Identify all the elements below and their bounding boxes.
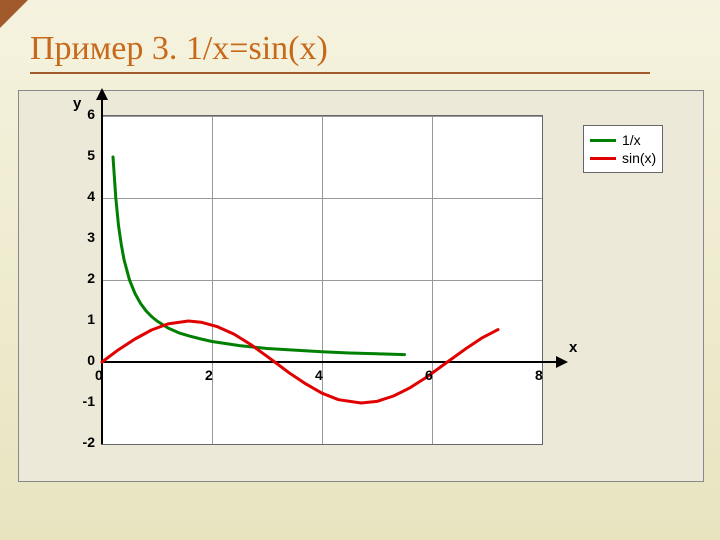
x-tick-label: 2 [205, 367, 213, 383]
x-tick-label: 0 [95, 367, 103, 383]
series-1/x [113, 157, 405, 355]
y-tick-label: 1 [71, 311, 95, 327]
x-axis-arrow-icon [556, 356, 568, 368]
x-tick-label: 4 [315, 367, 323, 383]
legend: 1/x sin(x) [583, 125, 663, 173]
corner-accent [0, 0, 28, 28]
legend-swatch [590, 139, 616, 142]
title-block: Пример 3. 1/x=sin(x) [30, 30, 680, 74]
legend-item: sin(x) [590, 150, 656, 166]
y-axis-arrow-icon [96, 88, 108, 100]
title-underline [30, 72, 650, 74]
y-tick-label: 4 [71, 188, 95, 204]
y-tick-label: 3 [71, 229, 95, 245]
legend-label: sin(x) [622, 150, 656, 166]
legend-label: 1/x [622, 132, 641, 148]
page-title: Пример 3. 1/x=sin(x) [30, 30, 680, 68]
x-axis-label: x [569, 339, 577, 356]
slide: Пример 3. 1/x=sin(x) y x 1/xsin(x) -2-10… [0, 0, 720, 540]
plot-area [101, 115, 543, 445]
y-tick-label: 2 [71, 270, 95, 286]
x-tick-label: 8 [535, 367, 543, 383]
y-tick-label: -1 [71, 393, 95, 409]
y-tick-label: 0 [71, 352, 95, 368]
series-sin(x) [102, 321, 498, 403]
legend-item: 1/x [590, 132, 656, 148]
legend-swatch [590, 157, 616, 160]
chart-panel: y x 1/xsin(x) -2-1012345602468 [18, 90, 704, 482]
y-tick-label: -2 [71, 434, 95, 450]
x-tick-label: 6 [425, 367, 433, 383]
y-tick-label: 5 [71, 147, 95, 163]
y-tick-label: 6 [71, 106, 95, 122]
series-layer [102, 116, 542, 444]
